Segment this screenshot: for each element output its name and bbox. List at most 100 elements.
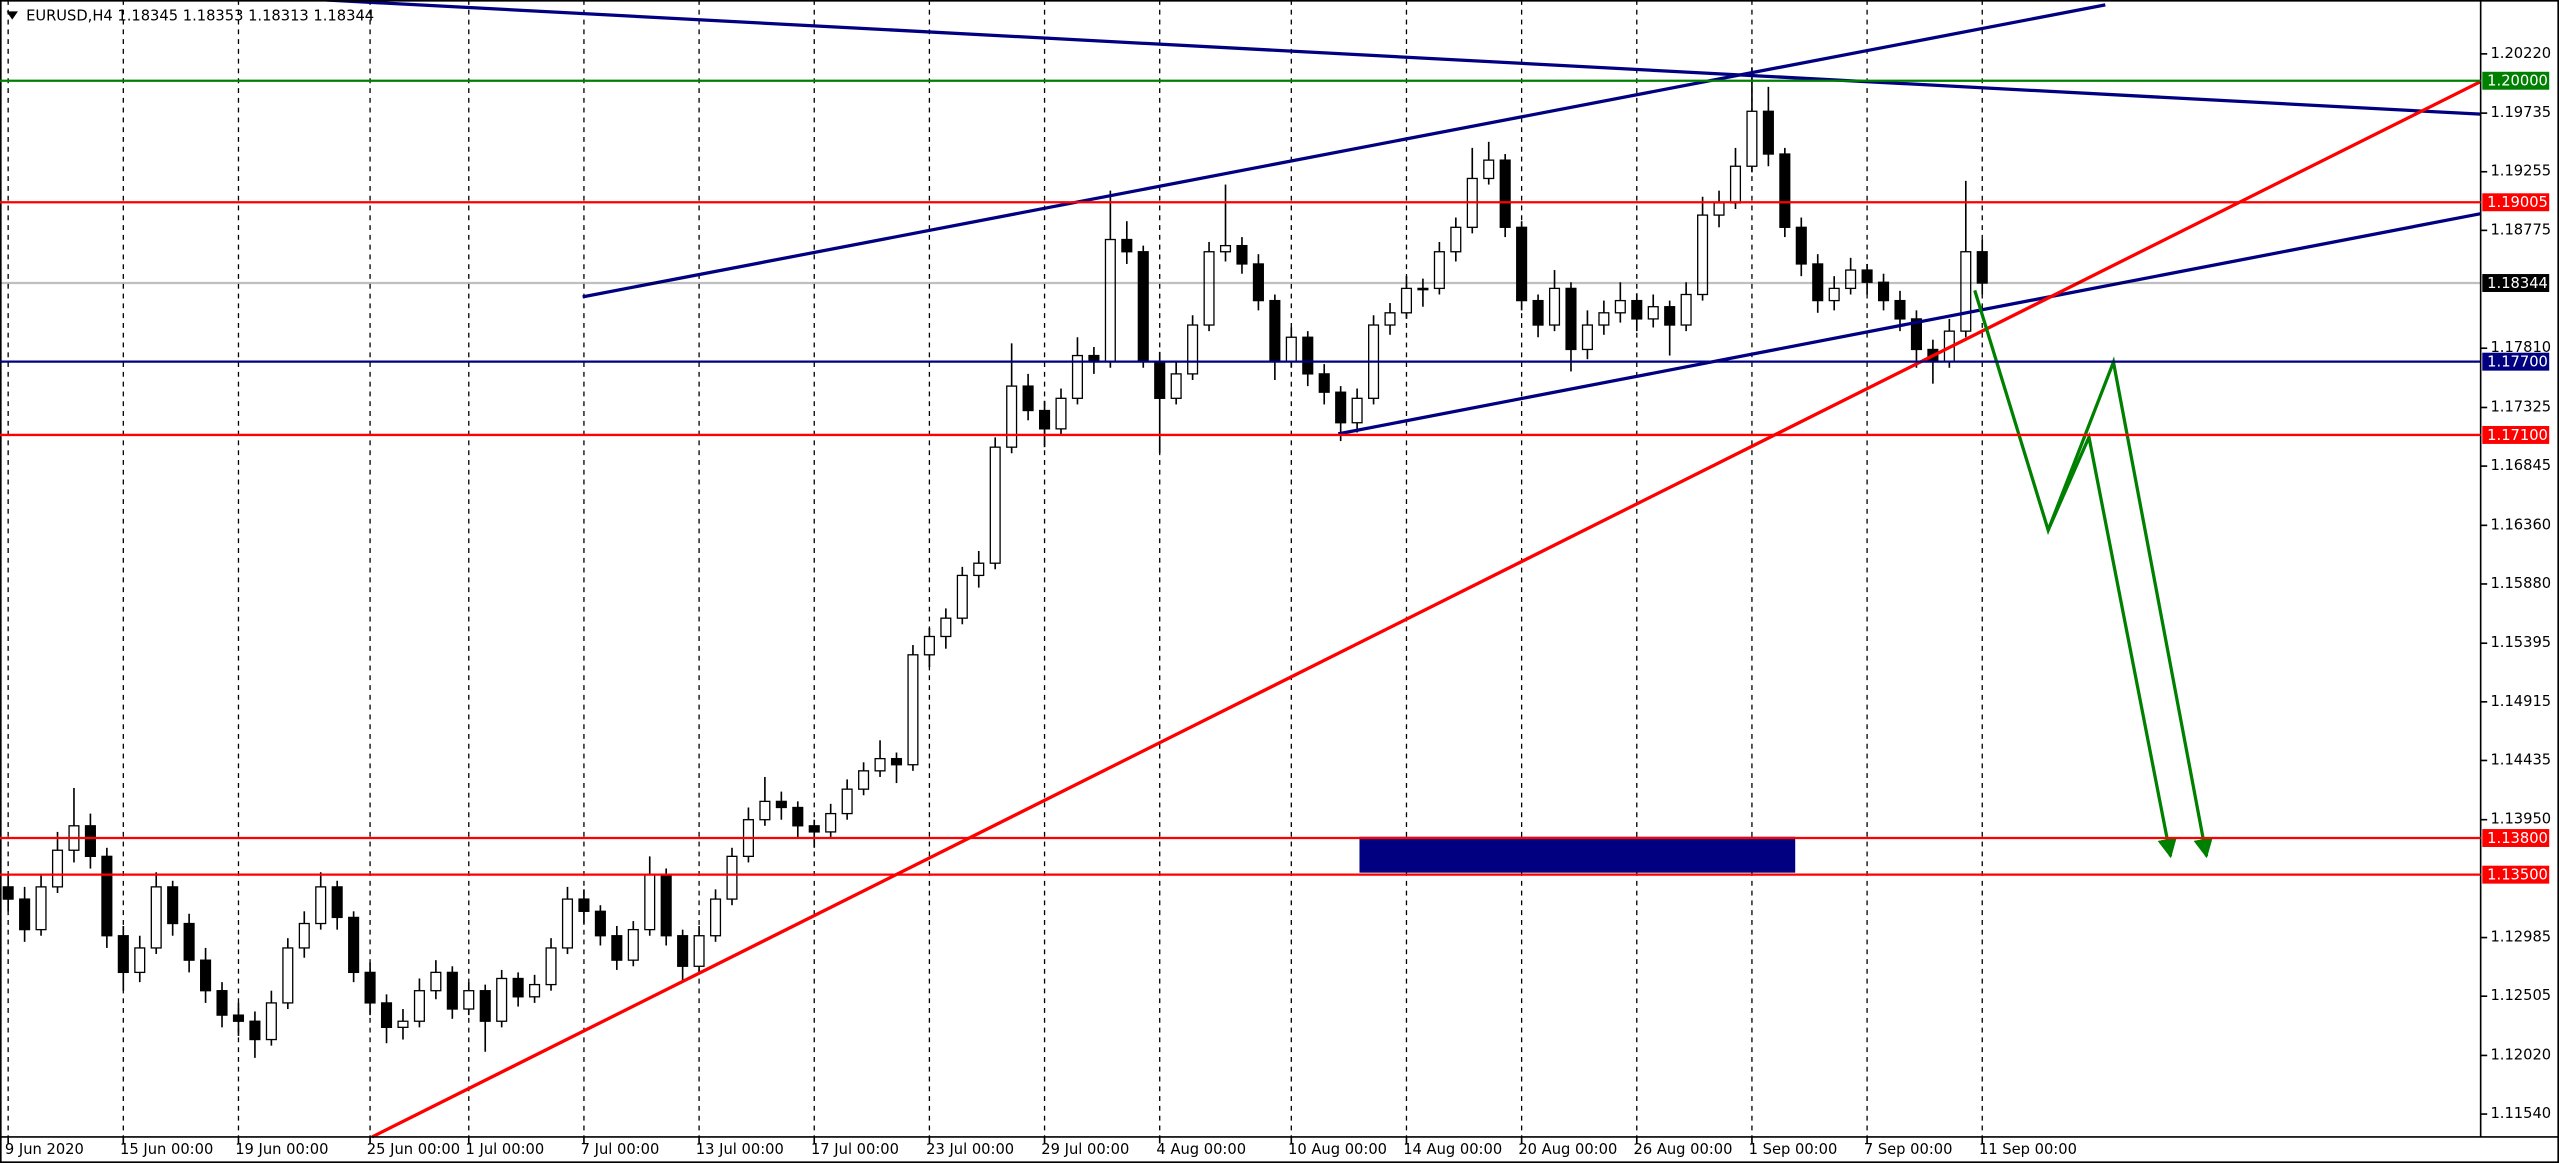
candle-body <box>364 971 376 1004</box>
candle-body <box>1433 251 1445 290</box>
projection-arrow <box>1973 289 2213 859</box>
candle-body <box>463 990 475 1010</box>
candle-body <box>1746 110 1758 167</box>
candle-body <box>611 935 623 961</box>
y-tick-label: 1.15880 <box>2490 575 2551 592</box>
trendline <box>326 0 2481 116</box>
candle-body <box>1532 299 1544 326</box>
candle-body <box>1845 269 1857 290</box>
level-label-box <box>2482 193 2550 212</box>
candle-body <box>709 898 722 937</box>
y-tick-label: 1.15395 <box>2490 634 2551 651</box>
projection-arrow <box>2046 431 2177 859</box>
candle-body <box>1400 287 1413 314</box>
y-tick-label: 1.18775 <box>2490 221 2551 238</box>
x-tick-label: 20 Aug 00:00 <box>1518 1141 1617 1158</box>
candle-body <box>1170 373 1182 399</box>
candle-body <box>1269 299 1281 363</box>
candle-body <box>35 886 47 931</box>
y-tick-label: 1.16845 <box>2490 457 2551 474</box>
candle-body <box>1812 263 1824 302</box>
candle-body <box>841 788 853 815</box>
candle-body <box>644 874 656 931</box>
candle-body <box>677 935 689 967</box>
candle-body <box>1071 354 1084 399</box>
x-tick-label: 19 Jun 00:00 <box>235 1141 328 1158</box>
candle-body <box>1581 324 1593 351</box>
candle-body <box>117 935 129 974</box>
candle-body <box>1154 361 1166 399</box>
candle-body <box>1779 153 1791 228</box>
x-tick-label: 26 Aug 00:00 <box>1634 1141 1733 1158</box>
candle-body <box>1729 165 1742 204</box>
x-tick-label: 15 Jun 00:00 <box>120 1141 213 1158</box>
channel-line <box>582 3 2106 299</box>
candle-body <box>973 562 985 577</box>
y-tick-label: 1.17325 <box>2490 398 2551 415</box>
candle-body <box>1187 324 1199 375</box>
candle-body <box>1137 251 1149 363</box>
candle-body <box>397 1020 409 1028</box>
y-tick-label: 1.16360 <box>2490 516 2551 533</box>
level-label: 1.17700 <box>2487 353 2548 370</box>
candle-body <box>825 812 837 833</box>
candle-body <box>545 947 557 986</box>
candle-body <box>1910 318 1922 351</box>
x-tick-label: 1 Jul 00:00 <box>466 1141 545 1158</box>
y-tick-label: 1.19255 <box>2490 163 2551 180</box>
candle-body <box>380 1002 393 1028</box>
x-tick-label: 7 Jul 00:00 <box>581 1141 660 1158</box>
candle-body <box>1121 238 1133 253</box>
candle-body <box>1006 385 1018 448</box>
level-label-box <box>2482 829 2550 847</box>
candle-body <box>792 806 804 827</box>
candle-body <box>496 977 508 1022</box>
candle-body <box>1335 391 1347 424</box>
y-tick-label: 1.12985 <box>2490 929 2551 946</box>
level-label: 1.18344 <box>2487 275 2548 292</box>
candle-body <box>1039 409 1051 430</box>
candle-body <box>1516 226 1528 302</box>
candle-body <box>1680 293 1692 326</box>
candle-body <box>1631 299 1643 320</box>
candle-body <box>479 990 491 1022</box>
candle-body <box>1384 312 1396 326</box>
candle-body <box>232 1014 245 1022</box>
x-tick-label: 17 Jul 00:00 <box>811 1141 899 1158</box>
x-tick-label: 23 Jul 00:00 <box>926 1141 1014 1158</box>
candle-body <box>989 446 1001 564</box>
candle-body <box>430 971 442 992</box>
level-label: 1.20000 <box>2487 73 2548 90</box>
x-tick-label: 7 Sep 00:00 <box>1864 1141 1953 1158</box>
candle-body <box>216 990 228 1016</box>
candle-body <box>1565 287 1577 351</box>
candle-body <box>1713 202 1725 216</box>
level-label: 1.19005 <box>2487 194 2548 211</box>
level-label: 1.13500 <box>2487 866 2548 883</box>
candle-body <box>84 825 96 857</box>
x-tick-label: 14 Aug 00:00 <box>1403 1141 1502 1158</box>
candle-body <box>923 635 935 656</box>
candle-body <box>1762 110 1774 155</box>
candle-body <box>726 855 738 900</box>
candle-body <box>1697 214 1709 296</box>
x-tick-label: 1 Sep 00:00 <box>1749 1141 1838 1158</box>
candle-body <box>808 825 820 833</box>
candle-body <box>315 886 327 925</box>
candle-body <box>183 922 195 961</box>
level-label-box <box>2482 425 2550 444</box>
candle-body <box>1022 385 1034 412</box>
candle-body <box>627 928 639 961</box>
candle-body <box>1302 336 1314 375</box>
candle-body <box>660 874 672 937</box>
candle-body <box>858 770 870 790</box>
candle-body <box>759 800 771 821</box>
candle-body <box>1483 159 1495 180</box>
x-tick-label: 9 Jun 2020 <box>5 1141 84 1158</box>
candle-body <box>1499 159 1511 228</box>
